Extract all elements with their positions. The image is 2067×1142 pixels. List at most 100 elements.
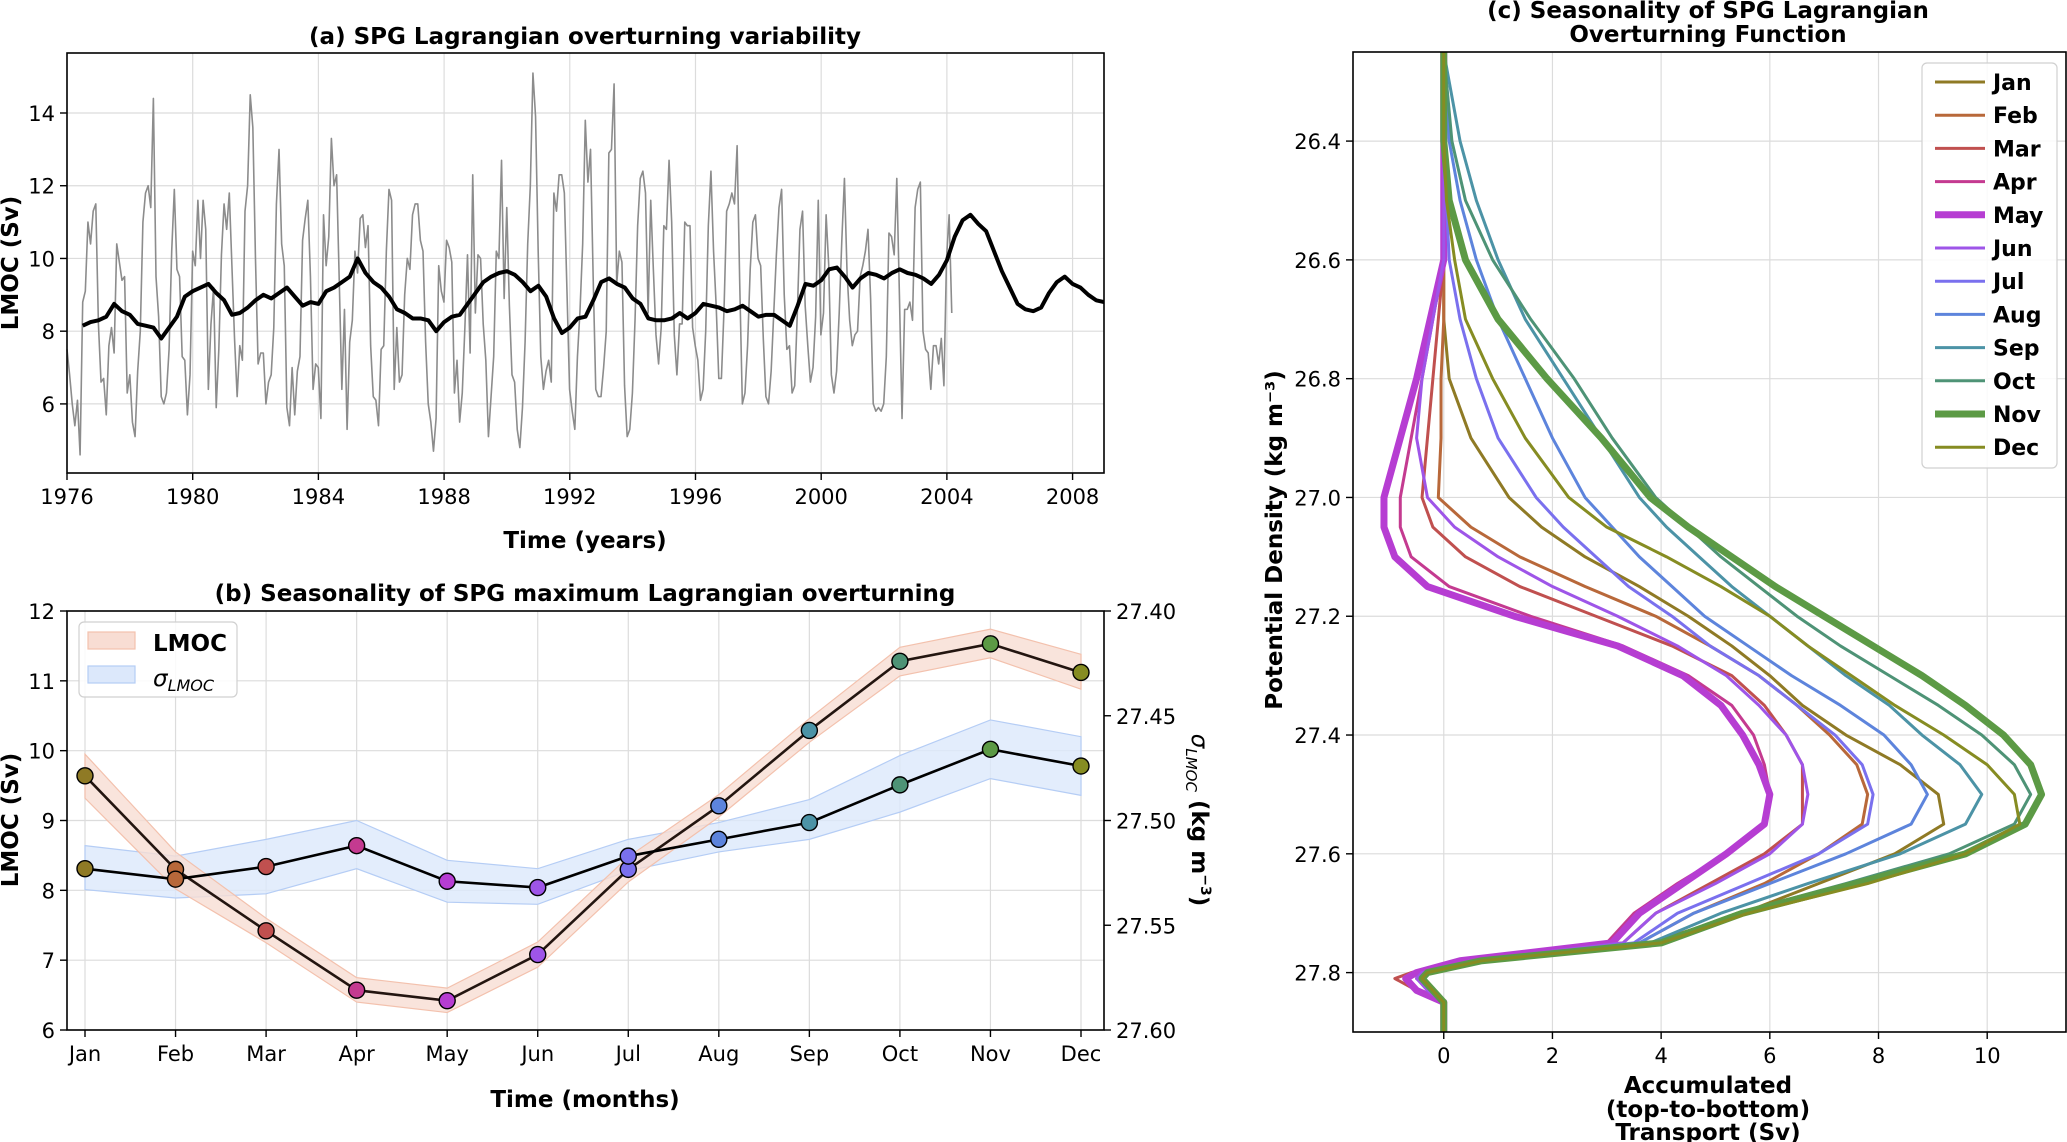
tick-label-y-27.4: 27.4 — [1294, 724, 1341, 748]
tick-label-yr-27.55: 27.55 — [1116, 914, 1176, 938]
tick-label-x-1992: 1992 — [543, 485, 596, 509]
legend-label-Jun: Jun — [1991, 237, 2033, 262]
tick-label-y-7: 7 — [42, 949, 55, 973]
line-sigma — [84, 747, 1082, 889]
panel-a-xticks: 1976 1980 1984 1988 1992 1996 2000 2004 2008 — [40, 473, 1099, 509]
tick-label-x-Oct: Oct — [882, 1042, 918, 1066]
tick-label-y-26.4: 26.4 — [1294, 130, 1341, 154]
legend-label-Mar: Mar — [1993, 137, 2041, 162]
tick-label-y-8: 8 — [42, 879, 55, 903]
legend-label-Dec: Dec — [1993, 436, 2039, 461]
panel-c-legend: Jan Feb Mar Apr May Jun Jul Aug Sep Oct Nov Dec — [1921, 62, 2058, 469]
panel-c-ylabel: Potential Density (kg m⁻³) — [1262, 370, 1288, 710]
marker-lmoc-Sep — [800, 721, 819, 740]
tick-label-x-1980: 1980 — [166, 485, 219, 509]
panel-a-yticks: 6 8 10 12 14 — [28, 102, 67, 417]
legend-label-Jul: Jul — [1991, 270, 2024, 295]
tick-label-x-Feb: Feb — [157, 1042, 194, 1066]
tick-label-y-6: 6 — [42, 393, 55, 417]
panel-b-ylabel-right-sub: LMOC — [1182, 748, 1200, 792]
panel-b: Jan Feb Mar Apr May Jun Jul Aug Sep Oct Nov Dec 6 7 8… — [0, 581, 1213, 1113]
panel-c-grid — [1353, 52, 2066, 1032]
panel-c-legend-box — [1921, 62, 2058, 469]
panel-b-legend: LMOC σLMOC — [78, 621, 238, 698]
profile-Dec — [1420, 52, 2022, 1032]
legend-label-Feb: Feb — [1993, 104, 2038, 129]
tick-label-y-26.8: 26.8 — [1294, 368, 1341, 392]
marker-sigma-Jul — [619, 847, 637, 865]
panel-b-markers — [76, 635, 1090, 1010]
marker-sigma-May — [438, 872, 456, 890]
tick-label-x-2: 2 — [1546, 1044, 1559, 1068]
panel-c-frame — [1352, 51, 2067, 1033]
panel-a-grid — [66, 53, 1104, 473]
legend-label-Nov: Nov — [1993, 403, 2042, 428]
marker-lmoc-Apr — [347, 981, 366, 999]
tick-label-x-Mar: Mar — [246, 1042, 286, 1066]
tick-label-x-8: 8 — [1872, 1044, 1885, 1068]
tick-label-x-1996: 1996 — [669, 485, 722, 509]
tick-label-x-Jun: Jun — [519, 1042, 554, 1066]
panel-a-xlabel: Time (years) — [503, 528, 666, 554]
panel-b-xlabel: Time (months) — [490, 1087, 679, 1113]
tick-label-x-Nov: Nov — [970, 1042, 1011, 1066]
tick-label-x-Jul: Jul — [614, 1042, 641, 1066]
marker-lmoc-Oct — [891, 652, 909, 670]
marker-sigma-Sep — [800, 813, 819, 832]
tick-label-y-10: 10 — [28, 247, 55, 271]
tick-label-y-27.6: 27.6 — [1294, 843, 1341, 867]
legend-label-Oct: Oct — [1993, 370, 2036, 395]
marker-sigma-Oct — [891, 776, 909, 794]
panel-c-title-line1: (c) Seasonality of SPG Lagrangian — [1487, 0, 1929, 24]
panel-b-ylabel-right-sigma: σ — [1186, 734, 1212, 750]
legend-label-May: May — [1993, 204, 2043, 229]
tick-label-x-1984: 1984 — [292, 485, 345, 509]
panel-b-xticks: Jan Feb Mar Apr May Jun Jul Aug Sep Oct Nov Dec — [67, 1030, 1102, 1066]
tick-label-yr-27.45: 27.45 — [1116, 705, 1176, 729]
panel-b-ylabel-right: σLMOC (kg m−3) — [1182, 734, 1213, 906]
legend-swatch-lmoc — [87, 631, 136, 650]
tick-label-x-Apr: Apr — [338, 1042, 375, 1066]
tick-label-y-11: 11 — [28, 670, 55, 694]
tick-label-y-9: 9 — [42, 810, 55, 834]
marker-sigma-Jan — [76, 859, 94, 878]
marker-lmoc-Jan — [76, 767, 94, 785]
tick-label-yr-27.50: 27.50 — [1116, 810, 1176, 834]
line-lmoc — [84, 642, 1082, 1003]
tick-label-y-10: 10 — [28, 740, 55, 764]
tick-label-y-6: 6 — [42, 1019, 55, 1043]
legend-label-sigma-sub: LMOC — [168, 676, 215, 695]
panel-b-yticks-right: 27.40 27.45 27.50 27.55 27.60 — [1104, 600, 1176, 1043]
tick-label-yr-27.60: 27.60 — [1116, 1019, 1176, 1043]
marker-sigma-Aug — [710, 830, 728, 849]
profile-Sep — [1420, 52, 1984, 1032]
panel-a-frame — [66, 52, 1105, 474]
tick-label-x-Sep: Sep — [790, 1042, 830, 1066]
tick-label-x-2004: 2004 — [920, 485, 973, 509]
tick-label-y-26.6: 26.6 — [1294, 249, 1341, 273]
legend-label-Jan: Jan — [1991, 71, 2032, 96]
tick-label-x-1976: 1976 — [40, 485, 93, 509]
panel-a-ylabel: LMOC (Sv) — [0, 196, 24, 331]
marker-lmoc-Dec — [1072, 663, 1090, 682]
panel-c-xlabel-line1: Accumulated — [1624, 1073, 1792, 1099]
tick-label-x-10: 10 — [1974, 1044, 2001, 1068]
tick-label-yr-27.40: 27.40 — [1116, 600, 1176, 624]
panel-c-xlabel-line2: (top-to-bottom) — [1606, 1097, 1810, 1123]
marker-sigma-Jun — [529, 878, 547, 897]
tick-label-y-14: 14 — [28, 102, 55, 126]
marker-lmoc-Mar — [257, 922, 275, 940]
tick-label-x-0: 0 — [1437, 1044, 1450, 1068]
panel-a-title: (a) SPG Lagrangian overturning variabili… — [309, 24, 861, 50]
panel-b-lines — [84, 642, 1082, 1003]
marker-sigma-Dec — [1072, 757, 1090, 775]
marker-lmoc-Nov — [981, 635, 1000, 653]
panel-b-ylabel-right-exp: −3 — [1197, 874, 1213, 895]
series-monthly-lmoc — [66, 72, 953, 456]
marker-lmoc-May — [438, 991, 456, 1010]
panel-a-series — [66, 72, 1105, 456]
tick-label-x-Dec: Dec — [1061, 1042, 1102, 1066]
panel-c-xticks: 0 2 4 6 8 10 — [1437, 1032, 2001, 1068]
tick-label-x-Jan: Jan — [67, 1042, 101, 1066]
tick-label-x-Aug: Aug — [698, 1042, 739, 1066]
